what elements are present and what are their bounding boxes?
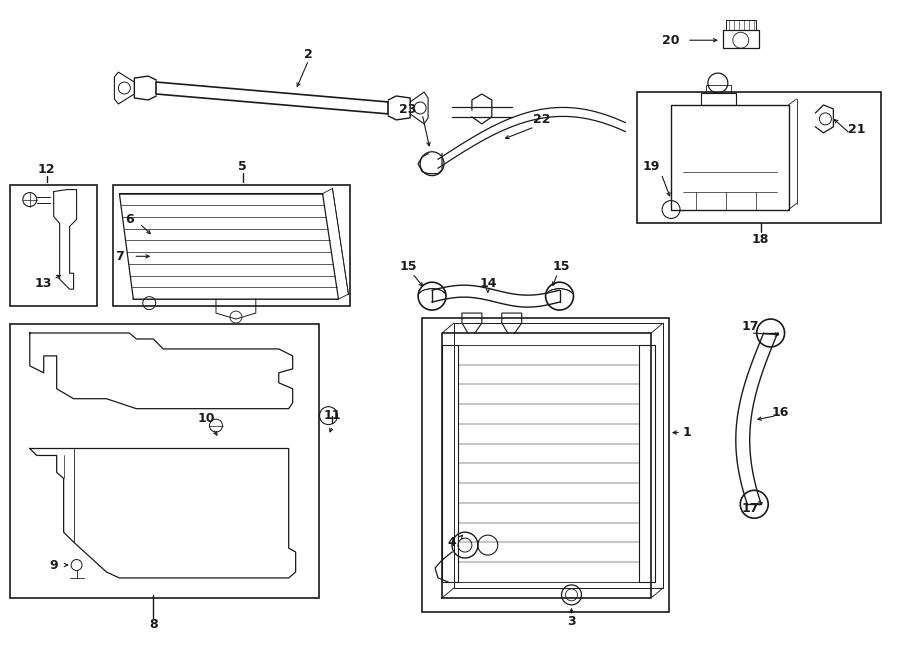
Text: 7: 7 (115, 250, 124, 263)
Bar (637, 92, 881, 223)
Bar (113, 184, 350, 306)
Text: 17: 17 (742, 319, 760, 332)
Text: 17: 17 (742, 502, 760, 515)
Bar (701, 93, 736, 105)
Bar (10, 184, 97, 306)
Bar (725, 20, 756, 30)
Text: 20: 20 (662, 34, 680, 47)
Text: 16: 16 (772, 406, 789, 419)
Text: 19: 19 (643, 160, 660, 173)
Text: 23: 23 (400, 103, 417, 116)
Bar (422, 318, 669, 612)
Bar (723, 30, 759, 48)
Text: 15: 15 (400, 260, 417, 273)
Bar (458, 345, 639, 582)
Text: 4: 4 (447, 535, 456, 549)
Text: 2: 2 (304, 48, 313, 61)
Text: 12: 12 (38, 163, 56, 176)
Bar (10, 324, 319, 598)
Text: 15: 15 (553, 260, 571, 273)
Text: 5: 5 (238, 160, 248, 173)
Bar (639, 345, 655, 582)
Text: 6: 6 (125, 213, 134, 226)
Text: 11: 11 (324, 409, 341, 422)
Bar (671, 105, 788, 210)
Text: 1: 1 (682, 426, 691, 439)
Text: 18: 18 (752, 233, 770, 246)
Text: 9: 9 (50, 559, 58, 572)
Text: 22: 22 (533, 114, 551, 126)
Bar (706, 85, 731, 93)
Text: 13: 13 (35, 277, 52, 290)
Text: 14: 14 (479, 277, 497, 290)
Text: 10: 10 (197, 412, 215, 425)
Text: 3: 3 (567, 615, 576, 628)
Text: 21: 21 (848, 124, 865, 136)
Bar (442, 345, 458, 582)
Text: 8: 8 (148, 618, 157, 631)
